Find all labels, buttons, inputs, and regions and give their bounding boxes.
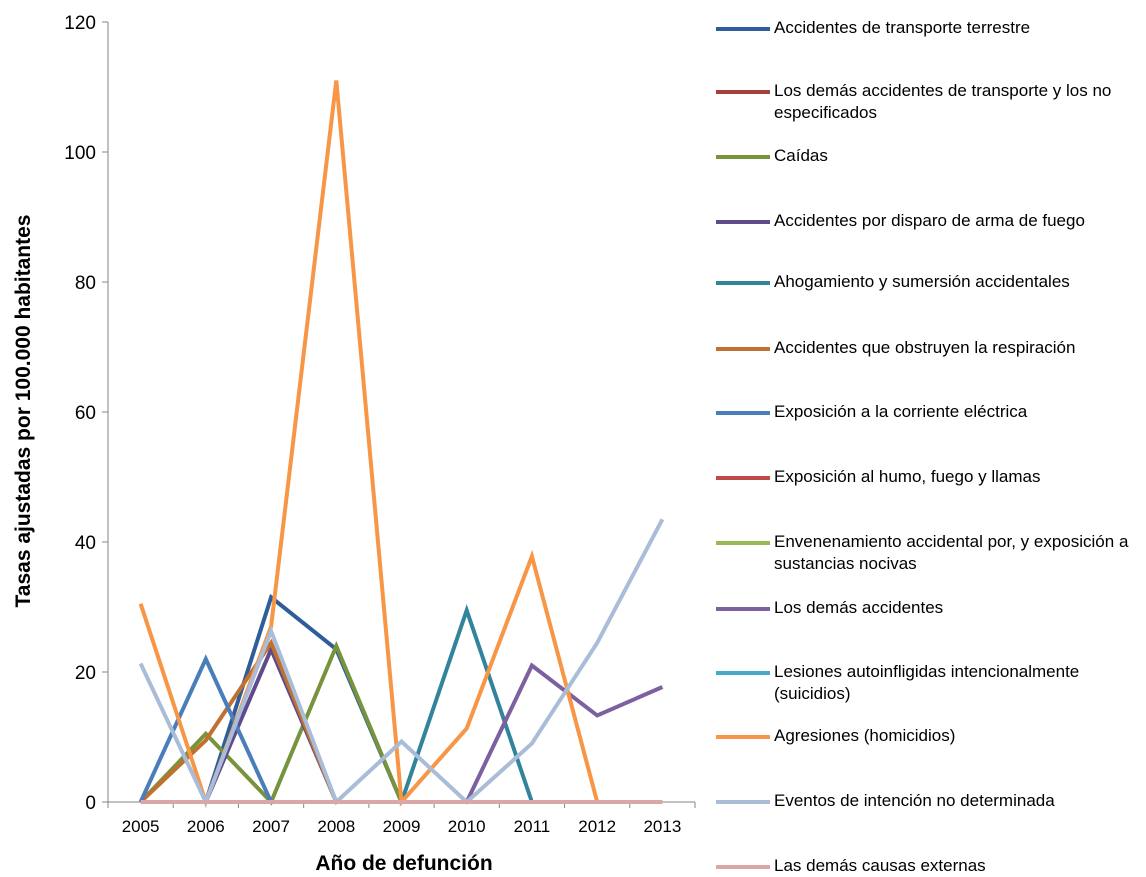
series-line-11	[138, 80, 663, 809]
legend-item: Las demás causas externas	[716, 855, 1142, 877]
legend-label: Accidentes de transporte terrestre	[774, 18, 1031, 37]
legend-swatch	[716, 800, 770, 804]
legend-label: Exposición a la corriente eléctrica	[774, 402, 1028, 421]
legend-item: Agresiones (homicidios)	[716, 725, 1142, 747]
legend-swatch	[716, 735, 770, 739]
legend-swatch	[716, 90, 770, 94]
legend: Accidentes de transporte terrestre Los de…	[716, 0, 1146, 877]
y-tick-label: 100	[64, 143, 96, 164]
legend-label: Accidentes que obstruyen la respiración	[774, 338, 1076, 357]
legend-item: Los demás accidentes de transporte y los…	[716, 80, 1142, 124]
x-tick-label: 2011	[514, 817, 551, 836]
legend-item: Accidentes que obstruyen la respiración	[716, 337, 1142, 359]
legend-label: Envenenamiento accidental por, y exposic…	[774, 532, 1129, 573]
legend-label: Agresiones (homicidios)	[774, 726, 956, 745]
line-chart: 0 20 40 60 80 100 120 2005 2006 2007 2008 2009 2010 2…	[12, 13, 696, 875]
legend-label: Accidentes por disparo de arma de fuego	[774, 211, 1085, 230]
x-tick-label: 2006	[187, 817, 225, 836]
y-tick-label: 40	[75, 533, 96, 554]
legend-item: Lesiones autoinfligidas intencionalmente…	[716, 661, 1142, 705]
legend-label: Caídas	[774, 146, 828, 165]
legend-label: Exposición al humo, fuego y llamas	[774, 467, 1041, 486]
x-tick-label: 2012	[578, 817, 616, 836]
y-tick-label: 120	[64, 13, 96, 34]
x-tick-label: 2008	[317, 817, 355, 836]
legend-item: Caídas	[716, 145, 1142, 167]
legend-item: Envenenamiento accidental por, y exposic…	[716, 531, 1142, 575]
axes: 0 20 40 60 80 100 120 2005 2006 2007 2008 2009 2010 2…	[64, 13, 696, 836]
y-tick-label: 0	[85, 793, 96, 814]
x-tick-label: 2005	[122, 817, 160, 836]
legend-swatch	[716, 220, 770, 224]
legend-swatch	[716, 411, 770, 415]
legend-item: Ahogamiento y sumersión accidentales	[716, 271, 1142, 293]
legend-swatch	[716, 541, 770, 545]
legend-swatch	[716, 347, 770, 351]
y-tick-label: 20	[75, 663, 96, 684]
legend-swatch	[716, 671, 770, 675]
legend-label: Ahogamiento y sumersión accidentales	[774, 272, 1070, 291]
legend-label: Los demás accidentes	[774, 598, 944, 617]
x-tick-label: 2013	[643, 817, 681, 836]
x-tick-label: 2009	[383, 817, 421, 836]
legend-label: Las demás causas externas	[774, 856, 986, 875]
y-tick-label: 60	[75, 403, 96, 424]
legend-swatch	[716, 155, 770, 159]
y-tick-label: 80	[75, 273, 96, 294]
legend-item: Eventos de intención no determinada	[716, 790, 1142, 812]
series-line-5	[139, 638, 663, 804]
legend-swatch	[716, 865, 770, 869]
legend-item: Los demás accidentes	[716, 597, 1142, 619]
x-axis-title: Año de defunción	[315, 852, 492, 875]
series-line-12	[138, 518, 665, 808]
legend-label: Los demás accidentes de transporte y los…	[774, 81, 1112, 122]
series-layer	[138, 80, 665, 809]
legend-swatch	[716, 281, 770, 285]
legend-item: Exposición a la corriente eléctrica	[716, 401, 1142, 423]
series-line-3	[140, 644, 663, 804]
legend-swatch	[716, 27, 770, 31]
x-tick-label: 2010	[448, 817, 486, 836]
legend-item: Accidentes de transporte terrestre	[716, 17, 1142, 39]
legend-swatch	[716, 476, 770, 480]
x-tick-label: 2007	[252, 817, 290, 836]
legend-label: Lesiones autoinfligidas intencionalmente…	[774, 662, 1080, 703]
legend-label: Eventos de intención no determinada	[774, 791, 1055, 810]
y-axis-title: Tasas ajustadas por 100.000 habitantes	[12, 215, 35, 608]
legend-item: Accidentes por disparo de arma de fuego	[716, 210, 1142, 232]
legend-swatch	[716, 607, 770, 611]
legend-item: Exposición al humo, fuego y llamas	[716, 466, 1142, 488]
